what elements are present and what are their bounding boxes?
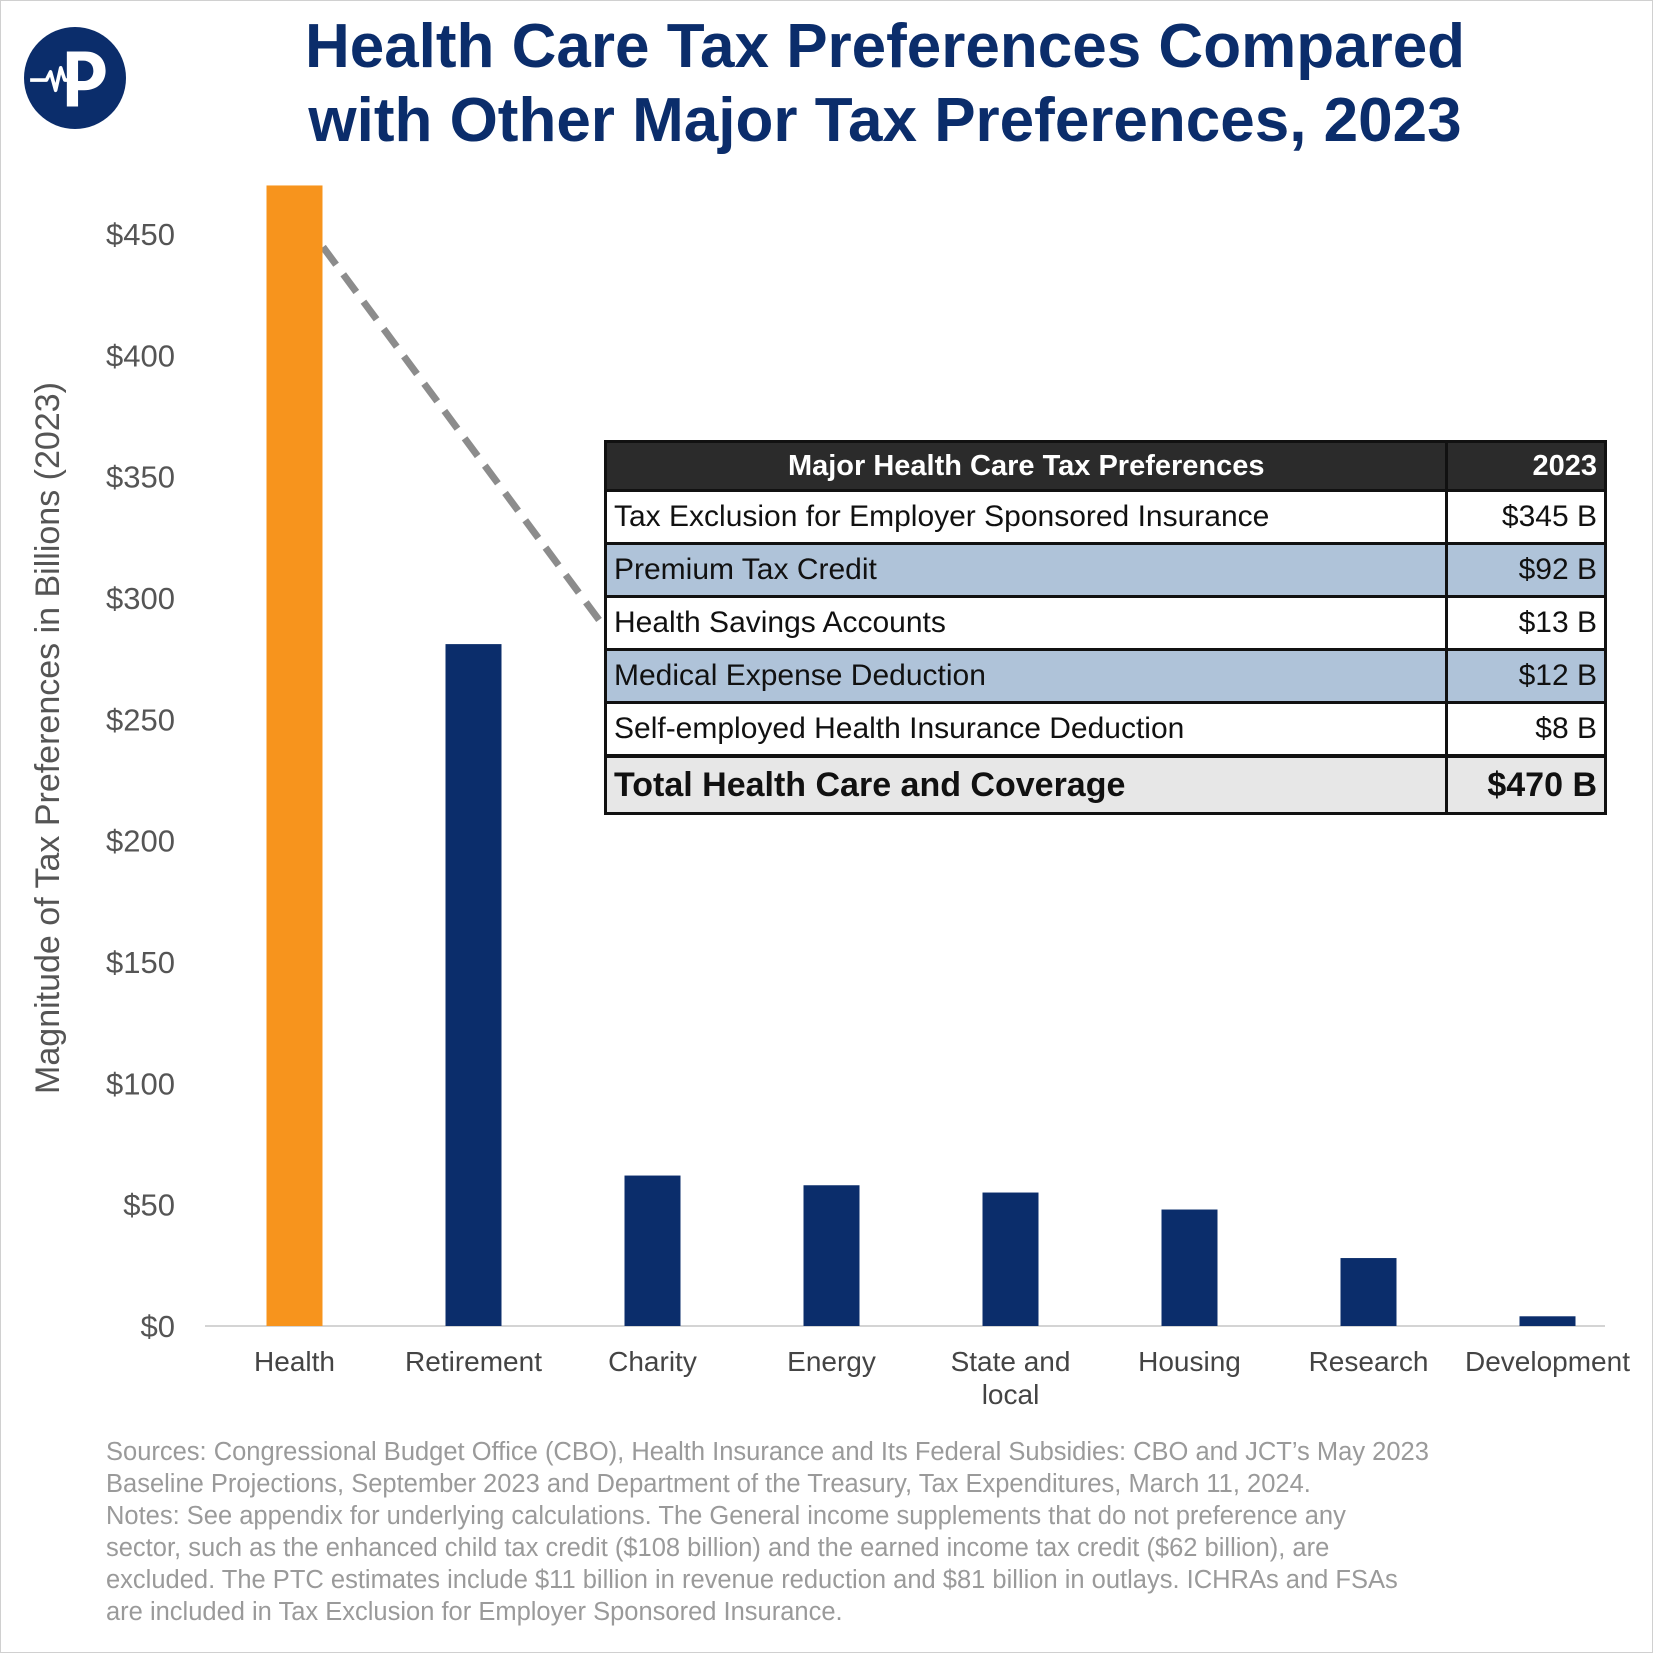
row-label: Premium Tax Credit (605, 542, 1449, 597)
sources-notes: Sources: Congressional Budget Office (CB… (106, 1436, 1626, 1628)
row-value: $13 B (1446, 595, 1606, 650)
y-tick-label: $250 (106, 702, 175, 737)
row-value: $12 B (1446, 648, 1606, 703)
bar-development (1519, 1316, 1576, 1326)
y-tick-label: $0 (141, 1309, 175, 1344)
bar-state-and-local (982, 1192, 1039, 1326)
row-label: Tax Exclusion for Employer Sponsored Ins… (605, 489, 1449, 544)
row-value: $345 B (1446, 489, 1606, 544)
x-tick-label: Energy (787, 1346, 876, 1377)
notes-line: sector, such as the enhanced child tax c… (106, 1534, 1330, 1562)
y-tick-label: $300 (106, 581, 175, 616)
bar-research (1340, 1258, 1397, 1326)
x-tick-label: Housing (1138, 1346, 1241, 1377)
row-label: Medical Expense Deduction (605, 648, 1449, 703)
heartbeat-p-logo-icon (24, 27, 126, 129)
notes-line: Baseline Projections, September 2023 and… (106, 1470, 1311, 1498)
x-tick-label: State and local (951, 1346, 1071, 1410)
y-axis-label: Magnitude of Tax Preferences in Billions… (29, 382, 67, 1094)
title-line-2: with Other Major Tax Preferences, 2023 (308, 86, 1462, 155)
notes-line: Notes: See appendix for underlying calcu… (106, 1502, 1346, 1530)
x-tick-label: Charity (608, 1346, 697, 1377)
table-row: Premium Tax Credit $92 B (605, 542, 1606, 597)
notes-line: are included in Tax Exclusion for Employ… (106, 1598, 843, 1626)
title-line-1: Health Care Tax Preferences Compared (304, 12, 1466, 81)
table-row: Self-employed Health Insurance Deduction… (605, 701, 1606, 756)
bar-charity (624, 1175, 681, 1326)
y-tick-label: $150 (106, 945, 175, 980)
table-total-row: Total Health Care and Coverage $470 B (605, 754, 1606, 814)
row-label: Self-employed Health Insurance Deduction (605, 701, 1449, 756)
bar-housing (1161, 1209, 1218, 1326)
total-value: $470 B (1446, 754, 1606, 814)
dashed-connector-line (320, 244, 605, 627)
total-label: Total Health Care and Coverage (605, 754, 1449, 814)
table-header-year: 2023 (1446, 441, 1606, 491)
bar-retirement (445, 644, 502, 1326)
row-label: Health Savings Accounts (605, 595, 1449, 650)
y-tick-label: $350 (106, 460, 175, 495)
y-tick-label: $400 (106, 338, 175, 373)
row-value: $8 B (1446, 701, 1606, 756)
x-tick-label: Research (1309, 1346, 1429, 1377)
bar-energy (803, 1185, 860, 1326)
table-header-label: Major Health Care Tax Preferences (605, 441, 1449, 491)
chart-title: Health Care Tax Preferences Compared wit… (200, 10, 1570, 158)
notes-line: excluded. The PTC estimates include $11 … (106, 1566, 1398, 1594)
x-tick-label: Health (254, 1346, 335, 1377)
table-row: Medical Expense Deduction $12 B (605, 648, 1606, 703)
bar-chart: Magnitude of Tax Preferences in Billions… (29, 185, 1630, 1410)
table-header-row: Major Health Care Tax Preferences 2023 (605, 441, 1606, 491)
y-tick-label: $450 (106, 217, 175, 252)
notes-line: Sources: Congressional Budget Office (CB… (106, 1438, 1429, 1466)
row-value: $92 B (1446, 542, 1606, 597)
table-row: Tax Exclusion for Employer Sponsored Ins… (605, 489, 1606, 544)
y-tick-label: $200 (106, 824, 175, 859)
health-preferences-table: Major Health Care Tax Preferences 2023 T… (604, 440, 1607, 815)
table-row: Health Savings Accounts $13 B (605, 595, 1606, 650)
x-tick-label: Development (1465, 1346, 1630, 1377)
x-tick-label: Retirement (405, 1346, 542, 1377)
y-tick-label: $100 (106, 1066, 175, 1101)
y-tick-label: $50 (123, 1188, 175, 1223)
bar-health (266, 185, 323, 1326)
